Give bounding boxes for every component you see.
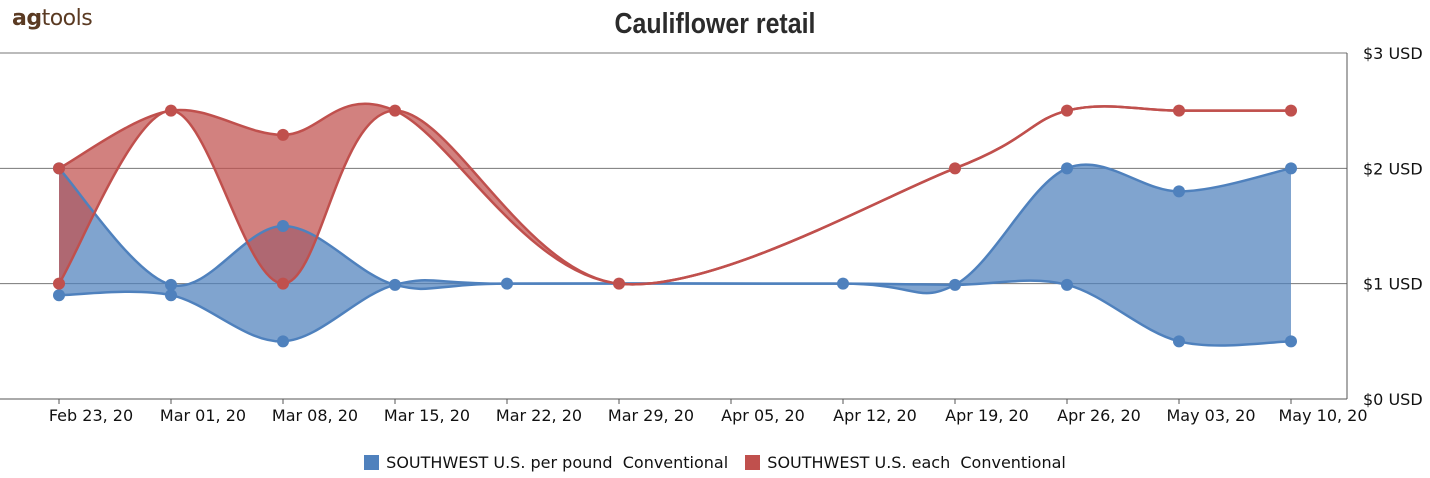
x-tick-label: May 03, 20 (1166, 406, 1255, 425)
data-point-high (1061, 162, 1073, 175)
data-point-high (165, 104, 177, 117)
data-point-high (1061, 104, 1073, 117)
x-tick-label: Apr 19, 20 (945, 406, 1029, 425)
series-points (53, 104, 1297, 348)
chart-legend: SOUTHWEST U.S. per pound Conventional SO… (0, 453, 1430, 474)
series-area-1 (59, 103, 1291, 285)
y-tick-label: $0 USD (1363, 390, 1423, 409)
data-point-high (949, 162, 961, 175)
data-point-low (53, 277, 65, 290)
data-point-low (165, 289, 177, 302)
data-point-high (1285, 104, 1297, 117)
x-tick-label: Mar 15, 20 (384, 406, 470, 425)
x-tick-label: Mar 08, 20 (272, 406, 358, 425)
data-point-high (949, 278, 961, 291)
data-point-high (1173, 185, 1185, 198)
y-tick-label: $1 USD (1363, 275, 1423, 294)
y-tick-label: $2 USD (1363, 159, 1423, 178)
x-tick-label: Mar 01, 20 (160, 406, 246, 425)
x-tick-label: Mar 22, 20 (496, 406, 582, 425)
data-point-high (1173, 104, 1185, 117)
legend-swatch-red (745, 455, 761, 470)
data-point-high (165, 278, 177, 291)
data-point-high (501, 277, 513, 290)
x-tick-label: Feb 23, 20 (49, 406, 133, 425)
legend-label: SOUTHWEST U.S. per pound Conventional (386, 453, 729, 472)
data-point-low (1173, 335, 1185, 348)
x-tick-label: Apr 26, 20 (1057, 406, 1141, 425)
series-areas (59, 103, 1291, 346)
chart-title: Cauliflower retail (614, 8, 816, 40)
axis-ticks: Feb 23, 20 Mar 01, 20 Mar 08, 20 Mar 15, 20… (49, 44, 1423, 425)
data-point-high (613, 277, 625, 290)
legend-label: SOUTHWEST U.S. each Conventional (767, 453, 1066, 472)
data-point-high (1285, 162, 1297, 175)
legend-item-each[interactable]: SOUTHWEST U.S. each Conventional (745, 453, 1066, 472)
data-point-low (1061, 278, 1073, 291)
data-point-low (53, 289, 65, 302)
data-point-low (1285, 335, 1297, 348)
data-point-high (389, 104, 401, 117)
legend-item-per-pound[interactable]: SOUTHWEST U.S. per pound Conventional (364, 453, 728, 472)
data-point-low (277, 277, 289, 290)
y-tick-label: $3 USD (1363, 44, 1423, 63)
data-point-high (277, 128, 289, 141)
x-tick-label: May 10, 20 (1278, 406, 1367, 425)
data-point-high (53, 162, 65, 175)
data-point-low (277, 335, 289, 348)
data-point-high (837, 277, 849, 290)
agtools-logo[interactable]: agtools (12, 6, 93, 31)
legend-swatch-blue (364, 455, 380, 470)
series-low-line-1 (57, 105, 1291, 286)
data-point-high (277, 220, 289, 232)
x-tick-label: Apr 05, 20 (721, 406, 805, 425)
x-tick-label: Mar 29, 20 (608, 406, 694, 425)
data-point-high (389, 278, 401, 291)
x-tick-label: Apr 12, 20 (833, 406, 917, 425)
